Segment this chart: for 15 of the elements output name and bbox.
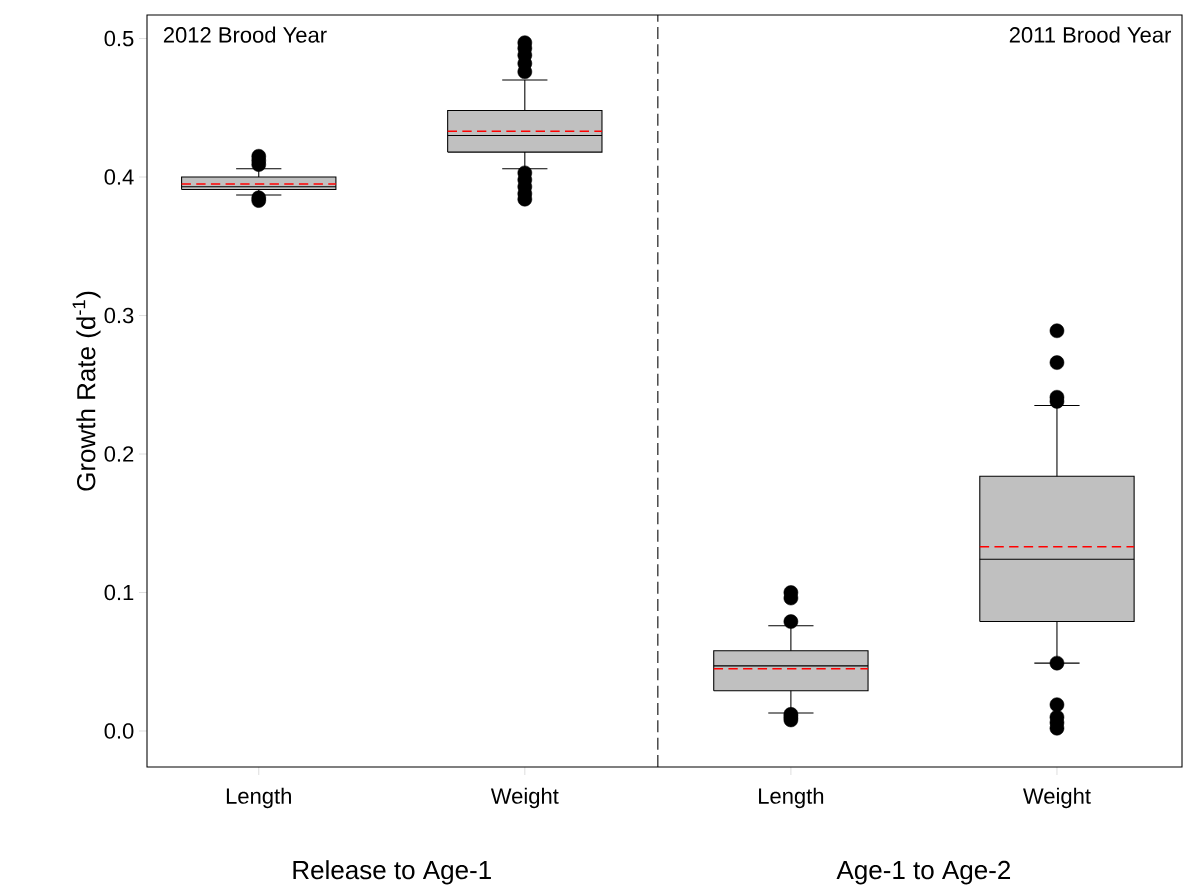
annotation: 2012 Brood Year xyxy=(163,26,327,43)
x-tick-label: Weight xyxy=(1023,787,1091,809)
x-tick-label: Length xyxy=(759,787,824,809)
text: Release to Age-1 xyxy=(293,860,491,885)
y-tick-label: 0.4 xyxy=(104,169,134,185)
y-axis-title: Growth Rate (d$^{-1}$) xyxy=(72,291,101,491)
y-tick-label: 0.5 xyxy=(104,30,134,47)
annotation: 2011 Brood Year xyxy=(1009,26,1172,43)
y-tick-label: 0.0 xyxy=(104,723,134,739)
x-tick-label: Length xyxy=(226,787,291,809)
y-tick-label: 0.3 xyxy=(104,307,134,324)
x-tick-label: Weight xyxy=(490,787,559,809)
text: Age-1 to Age-2 xyxy=(836,860,1011,885)
y-tick-label: 0.1 xyxy=(104,584,134,601)
y-tick-label: 0.2 xyxy=(104,446,134,462)
